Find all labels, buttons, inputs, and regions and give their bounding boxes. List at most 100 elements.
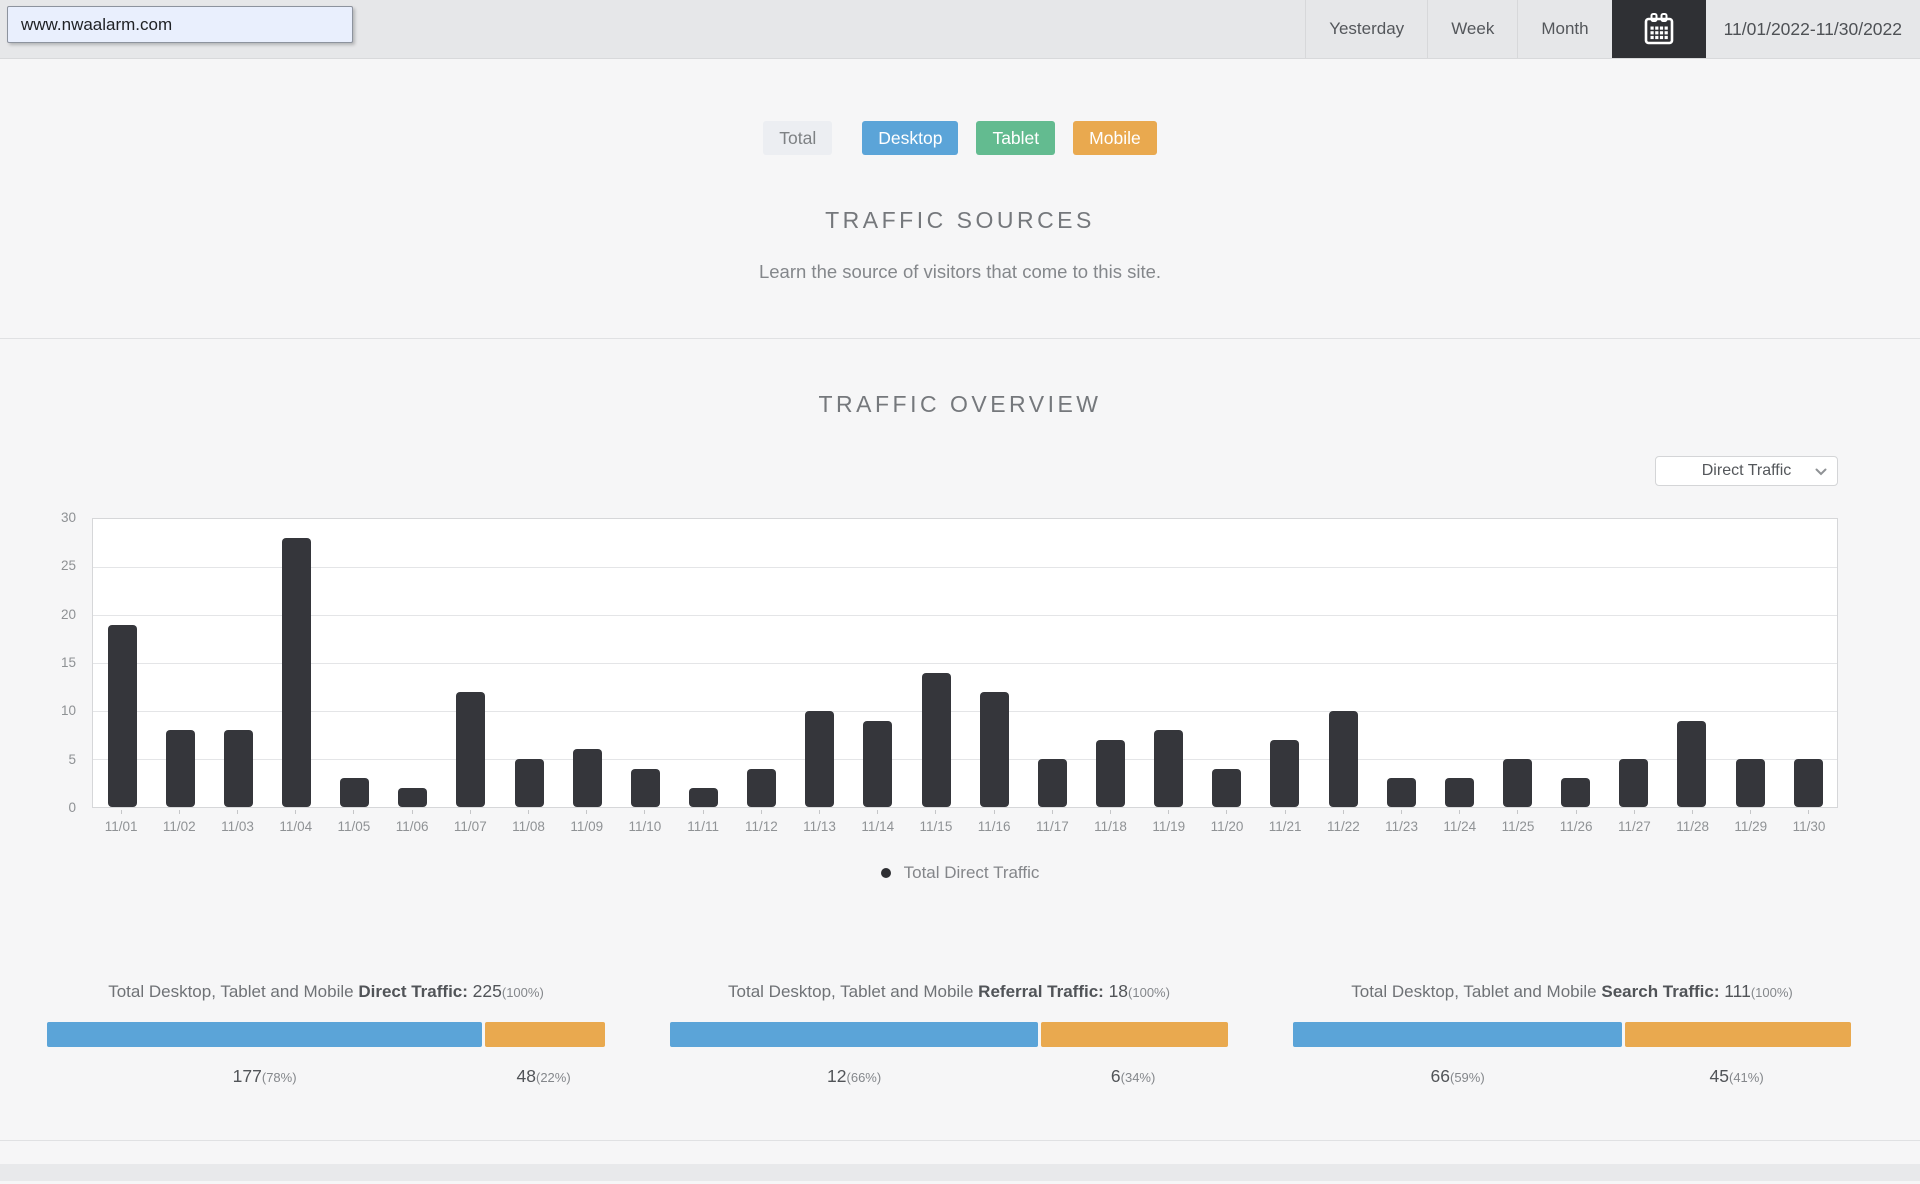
x-tick-label: 11/08 (512, 819, 545, 834)
filter-tablet-button[interactable]: Tablet (976, 121, 1056, 155)
traffic-sources-title: TRAFFIC SOURCES (825, 207, 1095, 233)
x-tick (1401, 810, 1403, 814)
traffic-bar (340, 778, 370, 807)
date-controls: Yesterday Week Month 11/01/2022-11/30/20… (1305, 0, 1920, 58)
traffic-bar (1270, 739, 1300, 807)
filter-total-button[interactable]: Total (763, 121, 833, 155)
traffic-bar (281, 538, 311, 807)
tab-yesterday[interactable]: Yesterday (1305, 0, 1427, 58)
summary-total-value: 111 (1724, 981, 1751, 1001)
bar-slot (849, 519, 907, 807)
device-split-bar (1293, 1022, 1851, 1047)
x-tick-label: 11/22 (1326, 819, 1360, 834)
x-axis-cell: 11/27 (1605, 810, 1663, 834)
y-tick-label: 15 (60, 655, 76, 670)
x-tick (935, 810, 937, 814)
traffic-bar (1793, 759, 1823, 807)
traffic-bar (572, 749, 602, 807)
x-tick-label: 11/10 (628, 819, 662, 834)
x-tick (178, 810, 180, 814)
bar-slot (1488, 519, 1546, 807)
x-tick (1517, 810, 1519, 814)
page-bottom (0, 1141, 1920, 1181)
x-tick-label: 11/21 (1268, 819, 1302, 834)
mobile-value-label: 6(34%) (1038, 1066, 1228, 1087)
desktop-value: 66 (1430, 1066, 1450, 1086)
traffic-bar (398, 787, 428, 807)
x-tick (1226, 810, 1228, 814)
traffic-bar (1677, 720, 1707, 807)
traffic-bar (688, 787, 718, 807)
legend-dot-icon (880, 868, 891, 878)
y-tick-label: 30 (60, 510, 76, 525)
bar-slot (1547, 519, 1605, 807)
x-tick (295, 810, 297, 814)
traffic-bar (1735, 759, 1765, 807)
x-tick-label: 11/17 (1035, 819, 1069, 834)
bar-slot (1430, 519, 1488, 807)
x-axis-cell: 11/25 (1489, 810, 1547, 834)
x-axis-cell: 11/08 (499, 810, 557, 834)
x-tick-label: 11/27 (1617, 819, 1651, 834)
topbar: Yesterday Week Month 11/01/2022-11/30/20… (0, 0, 1920, 59)
bar-slot (1198, 519, 1256, 807)
summary-title-type: Search Traffic (1601, 982, 1714, 1001)
y-tick-label: 0 (68, 800, 76, 815)
bar-slot (1721, 519, 1779, 807)
bar-slot (1779, 519, 1837, 807)
x-tick (469, 810, 471, 814)
desktop-segment (670, 1022, 1039, 1047)
traffic-bar (107, 624, 137, 807)
mobile-percent: (41%) (1728, 1070, 1764, 1085)
x-axis-cell: 11/07 (441, 810, 499, 834)
bar-slot (1314, 519, 1372, 807)
filter-desktop-button[interactable]: Desktop (862, 121, 959, 155)
bar-slot (1256, 519, 1314, 807)
desktop-value-label: 177(78%) (47, 1066, 482, 1087)
traffic-bar (630, 768, 660, 807)
summary-block: Total Desktop, Tablet and Mobile Search … (1293, 981, 1851, 1087)
segment-labels: 66(59%) 45(41%) (1293, 1066, 1851, 1087)
x-axis-cell: 11/12 (732, 810, 790, 834)
x-tick (237, 810, 238, 814)
x-axis-cell: 11/06 (383, 810, 441, 834)
bar-slot (267, 519, 325, 807)
x-tick (1284, 810, 1286, 814)
filter-mobile-button[interactable]: Mobile (1073, 121, 1157, 155)
url-input[interactable] (7, 6, 353, 43)
traffic-bar (979, 691, 1009, 807)
traffic-summary-row: Total Desktop, Tablet and Mobile Direct … (47, 981, 1851, 1087)
chart-plot-area (92, 518, 1838, 808)
summary-title: Total Desktop, Tablet and Mobile Search … (1293, 981, 1851, 1002)
date-range-label: 11/01/2022-11/30/2022 (1723, 18, 1902, 39)
mobile-value-label: 48(22%) (482, 1066, 605, 1087)
mobile-value: 6 (1110, 1066, 1121, 1086)
traffic-bar (1037, 759, 1067, 807)
mobile-value-label: 45(41%) (1622, 1066, 1851, 1087)
x-tick-label: 11/25 (1501, 819, 1535, 834)
traffic-type-dropdown[interactable]: Direct Traffic (1655, 456, 1838, 486)
traffic-bar (1154, 730, 1184, 807)
x-tick-label: 11/07 (453, 819, 487, 834)
device-filter-row: Total Desktop Tablet Mobile (0, 121, 1920, 155)
traffic-bar (165, 730, 195, 807)
bar-slot (384, 519, 442, 807)
mobile-percent: (34%) (1120, 1070, 1156, 1085)
x-tick (1110, 810, 1112, 814)
tab-week[interactable]: Week (1427, 0, 1517, 58)
calendar-button[interactable] (1611, 0, 1706, 58)
summary-title: Total Desktop, Tablet and Mobile Direct … (47, 981, 605, 1002)
x-axis-cell: 11/01 (92, 810, 150, 834)
desktop-segment (47, 1022, 483, 1047)
traffic-bar (1619, 759, 1649, 807)
bar-slot (1140, 519, 1198, 807)
x-tick-label: 11/13 (803, 819, 836, 834)
x-tick (877, 810, 879, 814)
tab-month[interactable]: Month (1517, 0, 1611, 58)
summary-title-prefix: Total Desktop, Tablet and Mobile (1351, 982, 1602, 1001)
segment-labels: 12(66%) 6(34%) (670, 1066, 1228, 1087)
x-axis-cell: 11/13 (790, 810, 848, 834)
x-tick (702, 810, 704, 814)
summary-title-prefix: Total Desktop, Tablet and Mobile (728, 982, 979, 1001)
mobile-value: 48 (516, 1066, 536, 1086)
